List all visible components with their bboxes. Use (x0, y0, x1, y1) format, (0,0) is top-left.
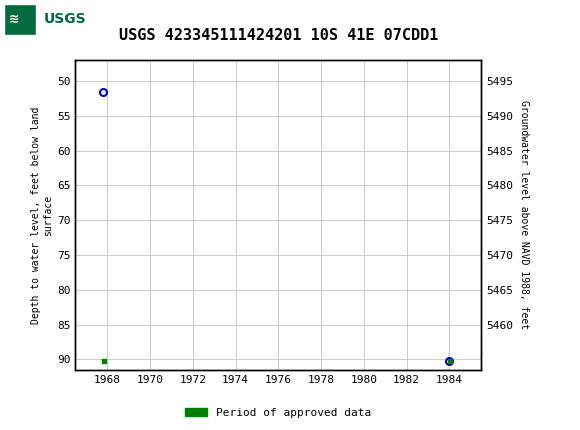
FancyBboxPatch shape (4, 4, 36, 35)
FancyBboxPatch shape (3, 3, 78, 36)
Legend: Period of approved data: Period of approved data (181, 403, 376, 422)
Y-axis label: Groundwater level above NAVD 1988, feet: Groundwater level above NAVD 1988, feet (519, 101, 529, 329)
Y-axis label: Depth to water level, feet below land
surface: Depth to water level, feet below land su… (31, 106, 53, 324)
Text: ≋: ≋ (9, 13, 19, 26)
Text: USGS 423345111424201 10S 41E 07CDD1: USGS 423345111424201 10S 41E 07CDD1 (119, 28, 438, 43)
Text: USGS: USGS (44, 12, 86, 26)
